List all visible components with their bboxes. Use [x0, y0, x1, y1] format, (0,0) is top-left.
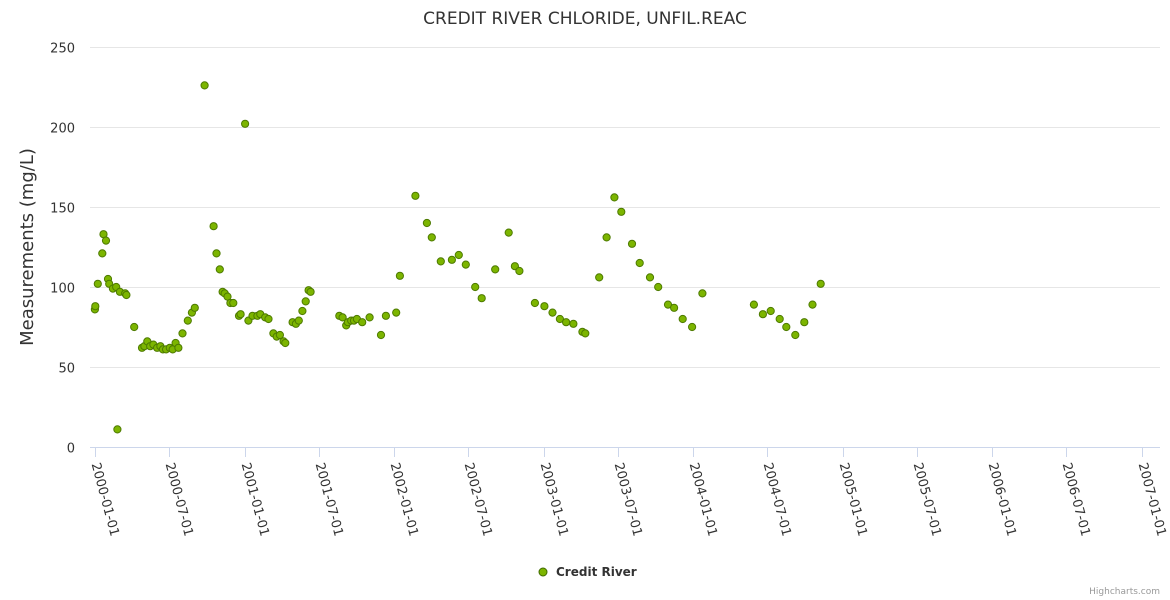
data-point[interactable] [376, 330, 386, 340]
data-point[interactable] [241, 119, 250, 128]
data-point[interactable] [775, 314, 784, 324]
data-point[interactable] [678, 314, 687, 324]
data-point[interactable] [670, 303, 679, 312]
y-tick-label: 200 [50, 122, 75, 137]
data-point[interactable] [627, 239, 637, 248]
data-points [90, 81, 825, 434]
data-point[interactable] [91, 302, 100, 311]
data-point[interactable] [113, 425, 122, 434]
data-point[interactable] [264, 314, 273, 324]
data-point[interactable] [101, 236, 111, 245]
y-tick-label: 250 [50, 42, 75, 57]
data-point[interactable] [236, 310, 245, 319]
legend[interactable]: Credit River [538, 565, 637, 579]
data-point[interactable] [200, 81, 209, 90]
data-point[interactable] [98, 249, 107, 258]
data-point[interactable] [515, 266, 524, 276]
data-point[interactable] [562, 318, 571, 327]
data-point[interactable] [530, 298, 540, 308]
data-point[interactable] [381, 311, 390, 320]
data-point[interactable] [422, 218, 431, 228]
data-point[interactable] [338, 313, 347, 322]
data-point[interactable] [758, 310, 768, 319]
data-point[interactable] [477, 294, 486, 303]
data-point[interactable] [602, 233, 611, 242]
data-point[interactable] [275, 330, 284, 340]
data-point[interactable] [130, 322, 139, 332]
data-point[interactable] [427, 233, 436, 242]
data-point[interactable] [454, 250, 463, 260]
data-point[interactable] [358, 318, 367, 327]
data-point[interactable] [395, 271, 404, 280]
data-point[interactable] [212, 249, 221, 258]
data-point[interactable] [411, 191, 420, 200]
data-point[interactable] [174, 343, 183, 352]
data-point[interactable] [183, 316, 192, 325]
data-point[interactable] [281, 338, 290, 348]
data-point[interactable] [698, 289, 707, 298]
chart-title: CREDIT RIVER CHLORIDE, UNFIL.REAC [423, 9, 747, 29]
data-point[interactable] [178, 329, 187, 338]
data-point[interactable] [504, 228, 513, 237]
credits-link[interactable]: Highcharts.com [1089, 587, 1160, 597]
data-point[interactable] [569, 319, 578, 328]
data-point[interactable] [209, 222, 218, 231]
data-point[interactable] [581, 329, 590, 338]
data-point[interactable] [782, 322, 791, 332]
y-tick-label: 0 [67, 442, 75, 457]
data-point[interactable] [471, 282, 480, 292]
data-point[interactable] [555, 314, 565, 324]
data-point[interactable] [365, 313, 374, 322]
y-tick-label: 100 [50, 282, 75, 297]
data-point[interactable] [461, 260, 470, 269]
data-point[interactable] [548, 308, 557, 317]
data-point[interactable] [688, 322, 697, 332]
data-point[interactable] [215, 265, 224, 274]
data-point[interactable] [122, 290, 131, 300]
y-tick-label: 150 [50, 202, 75, 217]
legend-label[interactable]: Credit River [556, 565, 637, 579]
data-point[interactable] [392, 308, 401, 317]
data-point[interactable] [190, 303, 199, 312]
data-point[interactable] [808, 300, 817, 309]
y-axis-label: Measurements (mg/L) [17, 148, 38, 346]
data-point[interactable] [436, 257, 445, 266]
data-point[interactable] [654, 282, 663, 292]
data-point[interactable] [229, 298, 238, 308]
data-point[interactable] [816, 279, 825, 288]
data-point[interactable] [791, 330, 800, 340]
data-point[interactable] [298, 306, 307, 316]
data-point[interactable] [93, 279, 102, 288]
data-point[interactable] [749, 300, 759, 309]
data-point[interactable] [610, 193, 619, 202]
data-point[interactable] [645, 273, 655, 282]
y-axis-ticks: 0 50 100 150 200 250 [50, 42, 75, 457]
data-point[interactable] [491, 265, 500, 274]
data-point[interactable] [294, 316, 303, 325]
data-point[interactable] [301, 297, 310, 306]
data-point[interactable] [617, 207, 626, 216]
y-tick-label: 50 [58, 362, 75, 377]
gridlines [90, 47, 1160, 368]
legend-marker [538, 567, 548, 577]
data-point[interactable] [766, 306, 775, 316]
data-point[interactable] [540, 302, 549, 311]
data-point[interactable] [447, 255, 456, 264]
data-point[interactable] [635, 258, 644, 268]
data-point[interactable] [306, 287, 315, 296]
data-point[interactable] [800, 318, 809, 327]
data-point[interactable] [595, 273, 604, 282]
